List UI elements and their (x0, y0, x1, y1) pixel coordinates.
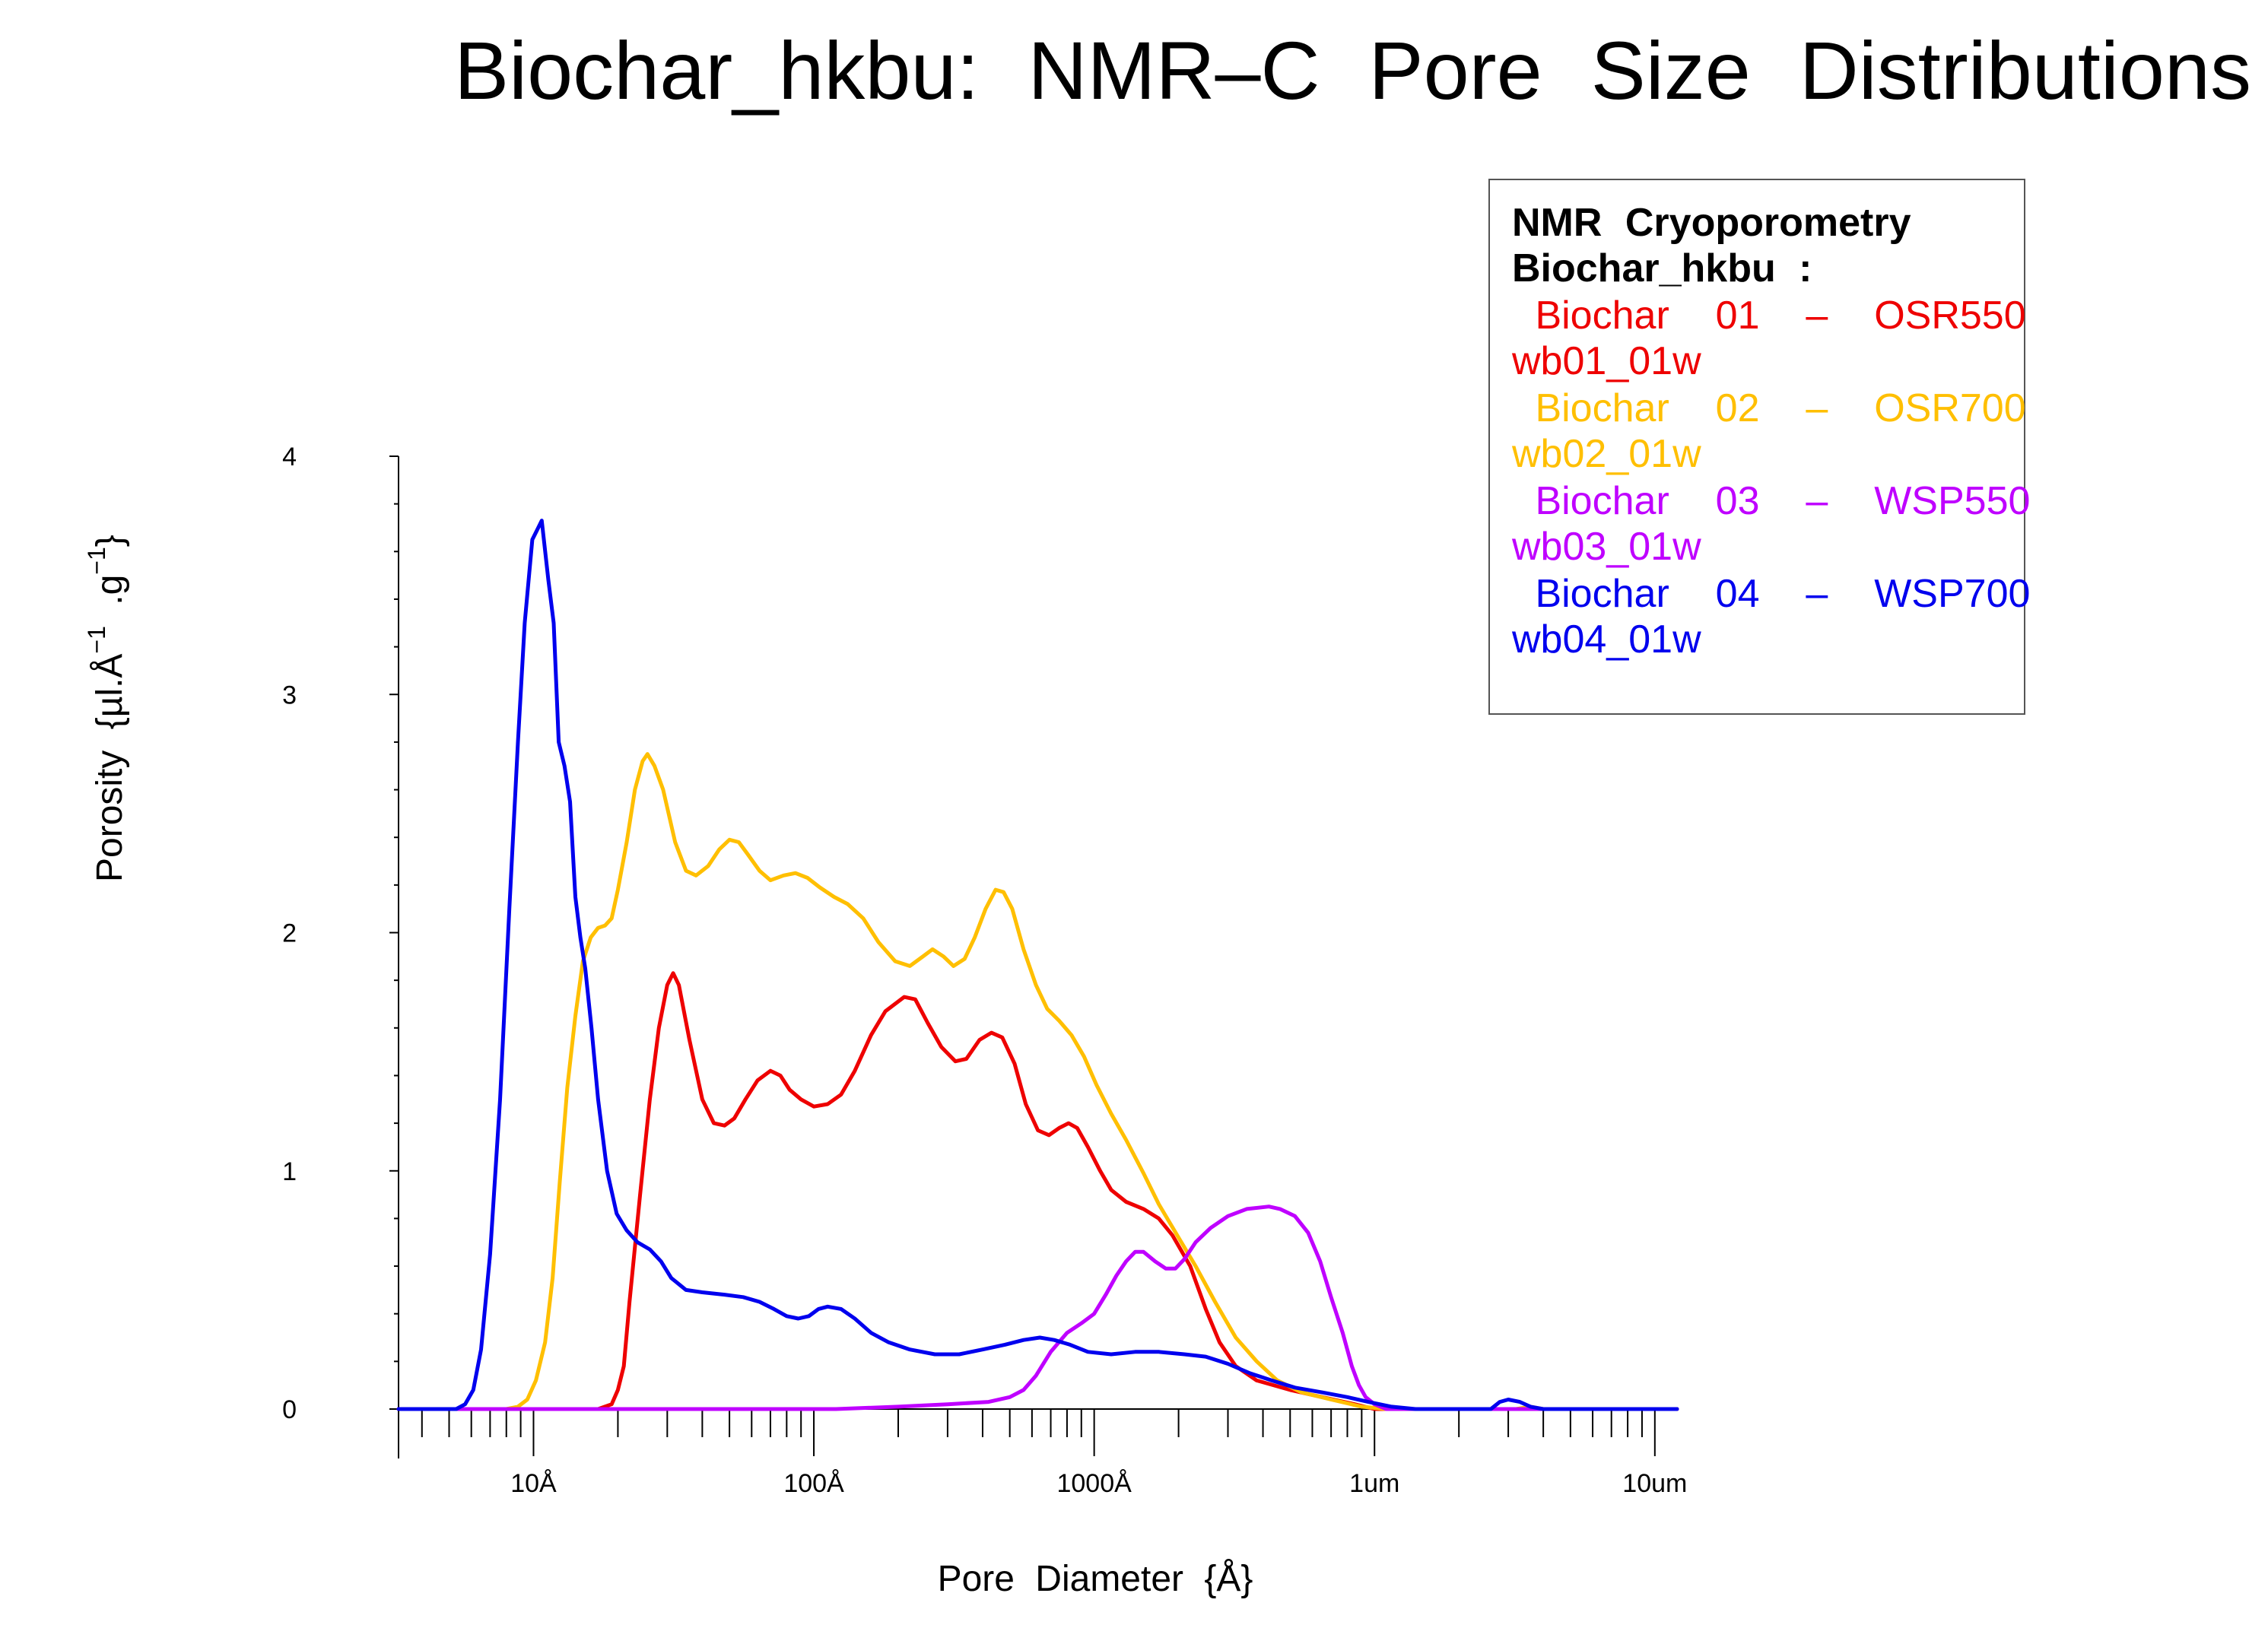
y-tick-label: 1 (282, 1157, 297, 1186)
x-tick-label: 100Å (783, 1469, 844, 1498)
series-line-2 (396, 752, 1679, 1411)
y-axis-label-sup2: −1 (83, 547, 110, 574)
y-axis-label: Porosity {µl.Å−1 .g−1} (83, 535, 130, 882)
plot-area: 0 1 2 3 4 10Å 100Å 1000Å 1um 10um (282, 443, 1687, 1498)
series-line-4 (396, 519, 1679, 1411)
y-tick-label: 0 (282, 1395, 297, 1424)
x-tick-labels: 10Å 100Å 1000Å 1um 10um (510, 1469, 1687, 1498)
x-tick-label: 1000Å (1056, 1469, 1132, 1498)
legend-entry-1-sample: wb01_01w (1511, 339, 1701, 383)
x-tick-label: 10Å (510, 1469, 557, 1498)
x-tick-label: 1um (1349, 1469, 1399, 1498)
legend-header-2: Biochar_hkbu : (1512, 246, 1812, 290)
legend-box (1488, 179, 2025, 715)
legend-entry-4-name: Biochar 04 – WSP700 (1512, 572, 2030, 616)
chart-title: Biochar_hkbu: NMR–C Pore Size Distributi… (454, 24, 2251, 116)
x-tick-label: 10um (1622, 1469, 1687, 1498)
legend-entry-3-name: Biochar 03 – WSP550 (1512, 479, 2030, 523)
series-line-3 (396, 1204, 1679, 1411)
y-minor-ticks (389, 455, 399, 1410)
y-axis-label-end: } (90, 535, 130, 547)
y-tick-label: 3 (282, 681, 297, 709)
x-minor-ticks (421, 1409, 1656, 1456)
y-axis-label-mid: .g (90, 575, 130, 626)
y-tick-label: 4 (282, 443, 297, 471)
legend-header-1: NMR Cryoporometry (1512, 201, 1911, 245)
y-axis-label-sup1: −1 (83, 626, 110, 653)
y-axis-label-main: Porosity {µl.Å (90, 654, 130, 882)
y-tick-labels: 0 1 2 3 4 (282, 443, 297, 1424)
x-axis-label: Pore Diameter {Å} (938, 1559, 1253, 1599)
y-tick-label: 2 (282, 919, 297, 948)
legend-entry-4-sample: wb04_01w (1511, 617, 1701, 662)
legend-entry-2-name: Biochar 02 – OSR700 (1512, 386, 2026, 430)
series-lines (396, 519, 1679, 1411)
legend: NMR Cryoporometry Biochar_hkbu : Biochar… (1488, 179, 2030, 715)
series-line-1 (396, 971, 1679, 1411)
legend-entry-2-sample: wb02_01w (1511, 432, 1701, 476)
legend-entry-3-sample: wb03_01w (1511, 525, 1701, 569)
legend-entry-1-name: Biochar 01 – OSR550 (1512, 294, 2026, 338)
